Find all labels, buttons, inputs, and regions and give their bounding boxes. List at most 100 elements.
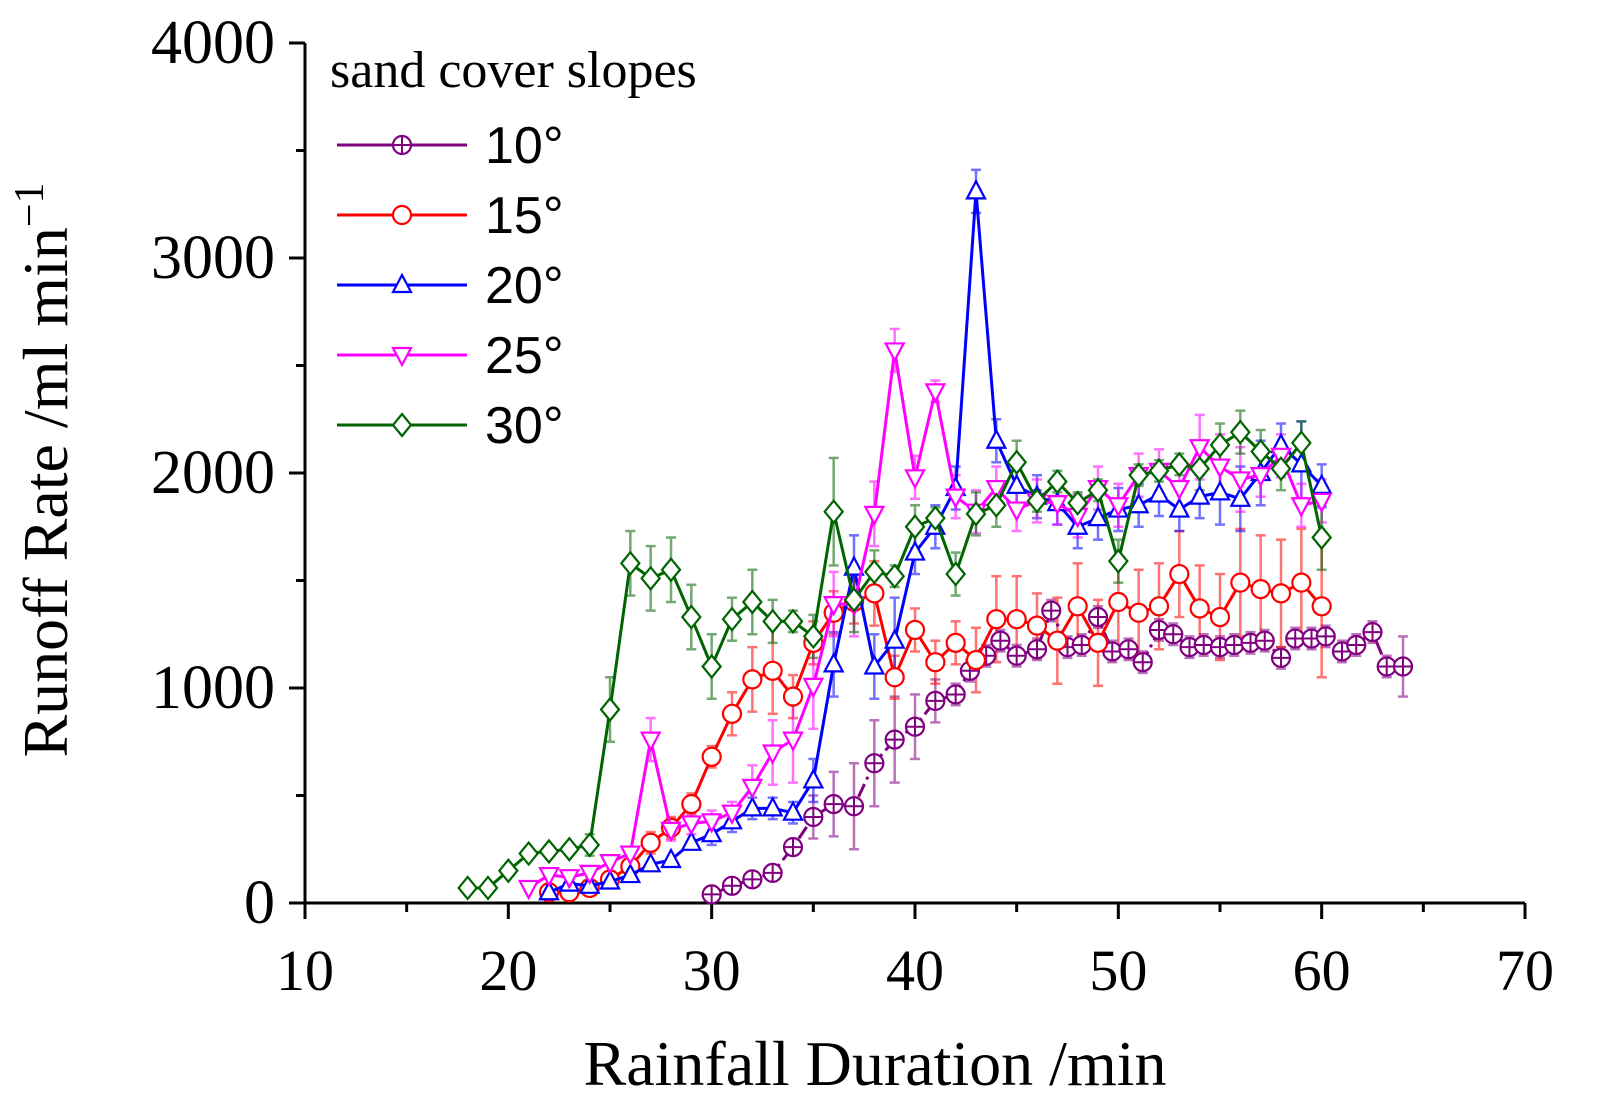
marker-diamond [599,696,621,723]
marker-circle [391,204,413,226]
y-axis-label-exponent: −1 [7,182,53,227]
data-point-marker [782,836,804,858]
data-point-marker [925,652,946,673]
marker-circle [681,793,702,815]
data-point-marker [538,866,560,888]
data-point-marker [945,684,966,705]
data-point-marker [965,501,987,527]
marker-diamond [1168,451,1190,478]
y-tick-label: 1000 [151,654,275,722]
data-point-marker [884,667,905,688]
marker-circle [925,652,946,673]
data-point-marker [578,864,601,886]
data-point-marker [640,565,662,592]
data-point-marker [1108,591,1129,613]
data-point-marker [721,804,743,826]
data-point-marker [925,690,946,712]
marker-triangle-down [1168,479,1191,501]
marker-triangle-down [1005,501,1028,522]
data-point-marker [1310,492,1333,514]
data-point-marker [741,589,763,615]
data-point-marker [1290,497,1313,518]
data-point-marker [1006,645,1027,666]
data-point-marker [391,272,413,294]
data-point-marker [639,731,662,752]
data-point-marker [599,854,621,875]
legend-label: 10° [485,117,564,175]
data-point-marker [802,677,825,699]
marker-triangle-down [558,869,581,890]
data-point-marker [1311,524,1333,551]
data-point-marker [1229,419,1251,445]
data-point-marker [822,651,845,673]
marker-triangle-up [965,178,987,200]
marker-triangle-up [1168,497,1191,518]
marker-circle [864,583,885,604]
marker-triangle-up [391,272,413,294]
series-lines [457,178,1414,905]
marker-diamond [1290,430,1312,456]
data-point-marker [538,838,560,865]
marker-diamond [1087,477,1109,503]
marker-circle [1047,630,1068,651]
legend-label: 20° [485,257,564,315]
marker-triangle-down [517,879,540,901]
marker-diamond [1026,488,1048,514]
marker-triangle-down [1249,467,1272,488]
marker-circle [1250,578,1271,600]
data-point-marker [761,744,784,765]
data-point-marker [904,514,926,540]
marker-circle [1148,596,1170,617]
x-tick-label: 40 [886,938,944,1003]
data-point-marker [986,609,1007,630]
data-point-marker [762,862,783,884]
marker-triangle-up [741,796,764,817]
data-point-marker [1047,630,1068,651]
marker-diamond [1229,419,1251,445]
marker-diamond [1128,462,1150,488]
data-point-marker [1071,634,1092,656]
marker-triangle-down [741,778,764,800]
data-point-marker [1046,495,1069,516]
data-point-marker [391,204,413,226]
data-point-marker [1163,624,1184,645]
marker-triangle-down [761,744,784,765]
data-point-marker [782,686,804,707]
marker-circle [986,609,1007,630]
marker-circle [1026,615,1048,636]
legend: sand cover slopes 10° 15° 20° 25° 30° [330,42,697,455]
data-point-marker [762,660,783,681]
data-point-marker [558,836,580,862]
data-point-marker [680,604,702,630]
data-point-marker [1229,486,1252,507]
data-point-marker [1087,505,1109,527]
x-axis-label: Rainfall Duration /min [584,1028,1167,1099]
data-point-marker [965,649,987,671]
data-point-marker [1148,458,1170,484]
y-tick-label: 4000 [151,9,275,77]
y-axis-label: Runoff Rate /ml min−1 [7,182,81,757]
data-point-marker [680,815,703,836]
marker-triangle-down [924,383,947,404]
data-point-marker [1270,647,1292,669]
marker-triangle-down [802,677,825,699]
marker-triangle-up [904,540,926,561]
data-point-marker [701,884,722,905]
marker-diamond [640,565,662,592]
data-point-marker [1270,583,1292,604]
marker-triangle-up [782,800,804,821]
marker-diamond [558,836,580,862]
marker-triangle-down [883,342,906,363]
data-point-marker [1193,634,1214,656]
data-point-marker [619,550,641,577]
data-point-marker [1392,656,1414,677]
data-point-marker [1127,492,1150,514]
marker-circle [742,669,763,690]
data-point-marker [782,731,804,752]
data-point-marker [1291,572,1312,593]
marker-diamond [1209,432,1231,458]
marker-triangle-down [985,479,1008,501]
marker-circle [1169,563,1190,585]
marker-triangle-down [660,821,682,843]
marker-diamond [1006,449,1028,475]
